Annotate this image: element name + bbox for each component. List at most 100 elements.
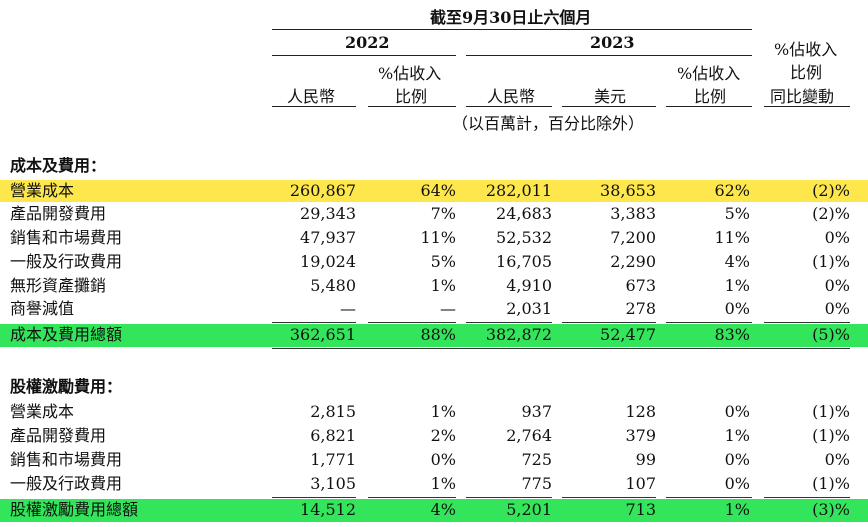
value-usd-2023: 3,383 bbox=[610, 204, 656, 223]
row-label: 產品開發費用 bbox=[10, 426, 107, 445]
value-usd-2023: 99 bbox=[635, 450, 656, 469]
col-yoy-heading-line2: 比例 bbox=[790, 63, 823, 82]
col-pct-2022-heading-line2: 比例 bbox=[395, 87, 428, 106]
value-rmb-2022: 1,771 bbox=[310, 450, 356, 469]
yoy-change: (1)% bbox=[812, 426, 850, 445]
year-2022-heading: 2022 bbox=[345, 33, 390, 52]
yoy-change: 0% bbox=[824, 228, 850, 247]
row-label: 無形資產攤銷 bbox=[10, 276, 107, 295]
yoy-change: 0% bbox=[824, 299, 850, 318]
row-label: 銷售和市場費用 bbox=[10, 450, 123, 469]
value-rmb-2023: 282,011 bbox=[485, 181, 552, 200]
subtotal-rule bbox=[666, 497, 752, 498]
value-usd-2023: 38,653 bbox=[600, 181, 656, 200]
period-rule bbox=[272, 29, 752, 30]
table-row: 產品開發費用 29,343 7% 24,683 3,383 5% (2)% bbox=[0, 203, 868, 225]
col-pct-2023-heading-line1: %佔收入 bbox=[677, 64, 741, 83]
yoy-change: (1)% bbox=[812, 474, 850, 493]
subtotal-rule bbox=[466, 322, 552, 323]
subtotal-rule bbox=[272, 322, 356, 323]
pct-2022: — bbox=[440, 299, 456, 318]
col-rule-rmb-2023 bbox=[466, 106, 552, 107]
value-rmb-2023: 4,910 bbox=[506, 276, 552, 295]
pct-2023: 83% bbox=[714, 325, 750, 344]
value-rmb-2023: 52,532 bbox=[496, 228, 552, 247]
value-rmb-2022: 6,821 bbox=[310, 426, 356, 445]
yoy-change: (1)% bbox=[812, 252, 850, 271]
value-rmb-2023: 775 bbox=[521, 474, 552, 493]
pct-2023: 4% bbox=[724, 252, 750, 271]
pct-2022: 2% bbox=[430, 426, 456, 445]
total-label: 成本及費用總額 bbox=[10, 325, 123, 344]
pct-2023: 1% bbox=[724, 426, 750, 445]
section-sbc-title: 股權激勵費用： bbox=[10, 377, 123, 396]
yoy-change: (3)% bbox=[812, 500, 850, 519]
period-heading: 截至9月30日止六個月 bbox=[430, 8, 592, 27]
value-usd-2023: 673 bbox=[625, 276, 656, 295]
value-usd-2023: 278 bbox=[625, 299, 656, 318]
value-rmb-2022: 14,512 bbox=[300, 500, 356, 519]
pct-2023: 1% bbox=[724, 276, 750, 295]
value-rmb-2022: 5,480 bbox=[310, 276, 356, 295]
value-usd-2023: 2,290 bbox=[610, 252, 656, 271]
subtotal-rule bbox=[562, 322, 656, 323]
table-row: 銷售和市場費用 1,771 0% 725 99 0% 0% bbox=[0, 449, 868, 471]
value-rmb-2022: 19,024 bbox=[300, 252, 356, 271]
year-2023-rule bbox=[466, 55, 752, 56]
pct-2023: 0% bbox=[724, 299, 750, 318]
value-rmb-2022: 47,937 bbox=[300, 228, 356, 247]
pct-2022: 64% bbox=[420, 181, 456, 200]
pct-2023: 5% bbox=[724, 204, 750, 223]
table-row: 一般及行政費用 19,024 5% 16,705 2,290 4% (1)% bbox=[0, 251, 868, 273]
col-usd-2023-heading: 美元 bbox=[594, 87, 627, 106]
pct-2023: 0% bbox=[724, 474, 750, 493]
col-yoy-heading-line3: 同比變動 bbox=[770, 87, 835, 106]
pct-2022: 11% bbox=[420, 228, 456, 247]
subtotal-rule bbox=[666, 322, 752, 323]
table-row: 產品開發費用 6,821 2% 2,764 379 1% (1)% bbox=[0, 425, 868, 447]
value-usd-2023: 128 bbox=[625, 402, 656, 421]
year-2023-heading: 2023 bbox=[590, 33, 635, 52]
value-usd-2023: 107 bbox=[625, 474, 656, 493]
value-usd-2023: 52,477 bbox=[600, 325, 656, 344]
pct-2023: 11% bbox=[714, 228, 750, 247]
units-note: （以百萬計，百分比除外） bbox=[452, 114, 645, 133]
row-label: 銷售和市場費用 bbox=[10, 228, 123, 247]
total-label: 股權激勵費用總額 bbox=[10, 500, 139, 519]
row-label: 產品開發費用 bbox=[10, 204, 107, 223]
col-rmb-2022-heading: 人民幣 bbox=[287, 87, 336, 106]
table-row: 無形資產攤銷 5,480 1% 4,910 673 1% 0% bbox=[0, 275, 868, 297]
value-rmb-2023: 725 bbox=[521, 450, 552, 469]
pct-2023: 1% bbox=[724, 500, 750, 519]
col-rule-pct-2022 bbox=[368, 106, 456, 107]
pct-2022: 88% bbox=[420, 325, 456, 344]
value-rmb-2023: 24,683 bbox=[496, 204, 552, 223]
col-rule-pct-2023 bbox=[666, 106, 752, 107]
pct-2023: 62% bbox=[714, 181, 750, 200]
subtotal-rule bbox=[368, 322, 456, 323]
pct-2022: 5% bbox=[430, 252, 456, 271]
value-rmb-2022: 2,815 bbox=[310, 402, 356, 421]
col-pct-2023-heading-line2: 比例 bbox=[694, 87, 727, 106]
row-label: 商譽減值 bbox=[10, 299, 75, 318]
row-label: 一般及行政費用 bbox=[10, 474, 123, 493]
total-row: 成本及費用總額 362,651 88% 382,872 52,477 83% (… bbox=[0, 324, 868, 347]
col-rule-rmb-2022 bbox=[272, 106, 356, 107]
value-rmb-2022: 260,867 bbox=[289, 181, 356, 200]
yoy-change: 0% bbox=[824, 276, 850, 295]
year-2022-rule bbox=[272, 55, 456, 56]
total-row: 股權激勵費用總額 14,512 4% 5,201 713 1% (3)% bbox=[0, 499, 868, 522]
value-rmb-2022: 29,343 bbox=[300, 204, 356, 223]
value-usd-2023: 713 bbox=[625, 500, 656, 519]
pct-2022: 7% bbox=[430, 204, 456, 223]
value-rmb-2022: 3,105 bbox=[310, 474, 356, 493]
col-pct-2022-heading-line1: %佔收入 bbox=[378, 64, 442, 83]
pct-2022: 4% bbox=[430, 500, 456, 519]
pct-2023: 0% bbox=[724, 402, 750, 421]
col-rule-yoy bbox=[764, 106, 850, 107]
pct-2023: 0% bbox=[724, 450, 750, 469]
value-rmb-2023: 937 bbox=[521, 402, 552, 421]
value-rmb-2023: 2,031 bbox=[506, 299, 552, 318]
subtotal-rule bbox=[562, 497, 656, 498]
yoy-change: (2)% bbox=[812, 204, 850, 223]
